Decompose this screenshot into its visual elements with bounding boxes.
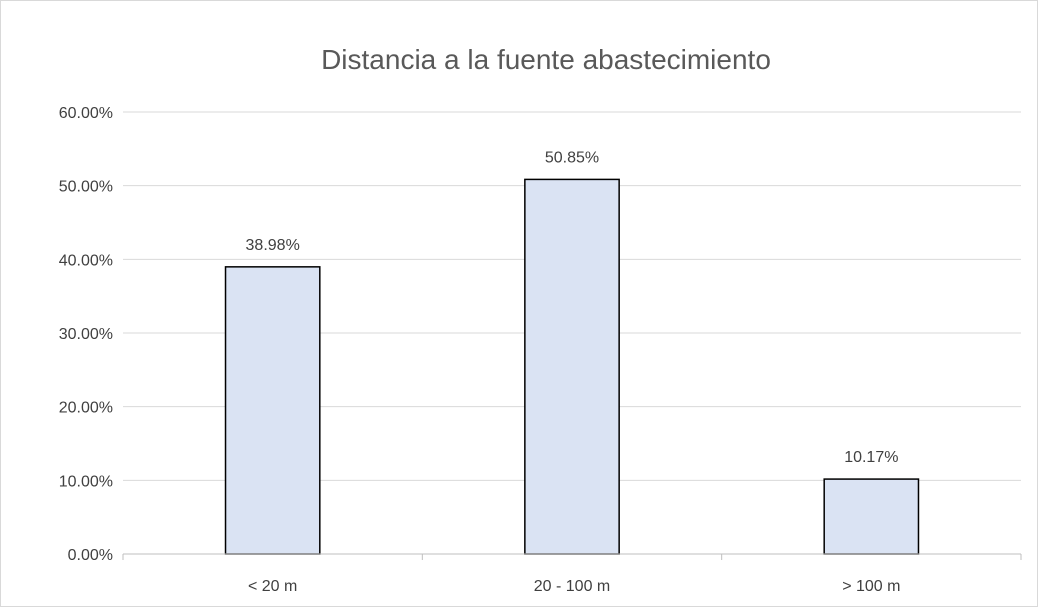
y-axis-tick-labels: 0.00% 10.00% 20.00% 30.00% 40.00% 50.00% 60.00… bbox=[59, 105, 113, 564]
y-tick-label: 50.00% bbox=[59, 179, 113, 196]
x-tick-label: > 100 m bbox=[842, 578, 900, 595]
data-label: 38.98% bbox=[246, 237, 300, 254]
x-axis-tick-labels: < 20 m 20 - 100 m > 100 m bbox=[248, 578, 900, 595]
y-tick-label: 20.00% bbox=[59, 400, 113, 417]
x-tick-label: < 20 m bbox=[248, 578, 297, 595]
y-tick-label: 10.00% bbox=[59, 473, 113, 490]
bars bbox=[224, 178, 920, 555]
y-tick-label: 0.00% bbox=[68, 547, 113, 564]
bar bbox=[224, 266, 321, 555]
chart-title: Distancia a la fuente abastecimiento bbox=[321, 44, 771, 75]
bar bbox=[524, 178, 620, 555]
y-tick-label: 60.00% bbox=[59, 105, 113, 122]
y-tick-label: 30.00% bbox=[59, 326, 113, 343]
x-axis bbox=[122, 553, 1022, 560]
data-label: 50.85% bbox=[545, 149, 599, 166]
data-label: 10.17% bbox=[844, 449, 898, 466]
x-tick-label: 20 - 100 m bbox=[534, 578, 610, 595]
y-tick-label: 40.00% bbox=[59, 252, 113, 269]
data-labels: 38.98% 50.85% 10.17% bbox=[246, 149, 899, 466]
bar bbox=[823, 478, 920, 555]
